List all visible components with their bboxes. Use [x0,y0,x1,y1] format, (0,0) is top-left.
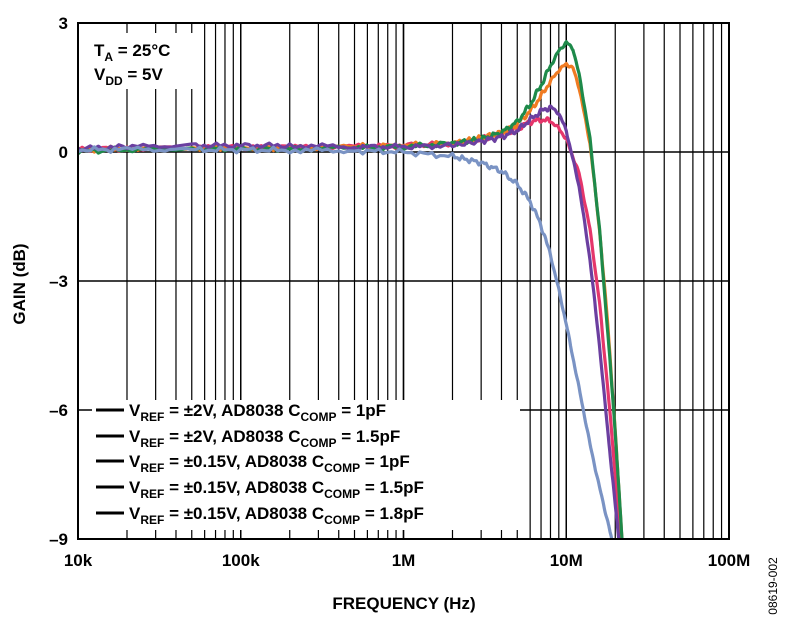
y-tick-label: 3 [59,14,68,33]
legend-text: = ±2V, AD8038 C [164,427,300,446]
legend-label: VREF = ±2V, AD8038 CCOMP = 1pF [129,401,386,424]
legend-label: VREF = ±0.15V, AD8038 CCOMP = 1pF [129,452,410,475]
x-tick-label: 100M [708,551,751,570]
legend-text: = 1.5pF [360,478,424,497]
legend-text: = ±0.15V, AD8038 C [164,478,324,497]
x-tick-label: 10k [64,551,93,570]
legend-subscript: REF [140,513,164,527]
legend-text: = 1pF [336,401,386,420]
y-tick-label: 0 [59,143,68,162]
annotation-temperature: TA = 25°C [94,41,170,64]
annotation-box [84,33,196,89]
legend-label: VREF = ±0.15V, AD8038 CCOMP = 1.8pF [129,504,424,527]
legend-text: V [129,504,141,523]
legend-subscript: REF [140,461,164,475]
series-lines [76,40,624,540]
annotation-supply: VDD = 5V [94,65,164,88]
annotation-t-sub: A [104,50,113,64]
legend-subscript: COMP [324,513,360,527]
x-tick-label: 1M [392,551,416,570]
annotation-v-sub: DD [105,74,123,88]
series-line-4 [77,104,621,540]
legend-text: = ±0.15V, AD8038 C [164,504,324,523]
plot-frame [77,22,730,540]
legend-background [92,400,520,530]
legend-text: = 1pF [360,452,410,471]
legend-text: V [129,401,141,420]
legend-text: = 1.5pF [336,427,400,446]
y-tick-label: –3 [49,272,68,291]
legend-subscript: COMP [300,436,336,450]
y-tick-label: –6 [49,401,68,420]
tick-labels: 10k 100k 1M 10M 100M 3 0 –3 –6 –9 [49,14,750,570]
annotation-t-value: = 25°C [113,41,170,60]
legend-subscript: REF [140,487,164,501]
legend-text: = ±0.15V, AD8038 C [164,452,324,471]
x-axis-label: FREQUENCY (Hz) [332,594,475,613]
legend-text: = 1.8pF [360,504,424,523]
figure-id: 08619-002 [766,557,780,615]
legend-text: V [129,478,141,497]
legend-text: V [129,452,141,471]
x-tick-label: 100k [222,551,260,570]
legend-subscript: COMP [324,461,360,475]
legend-subscript: COMP [324,487,360,501]
y-tick-label: –9 [49,530,68,549]
annotation-v: V [94,65,106,84]
legend-subscript: REF [140,436,164,450]
legend-subscript: COMP [300,410,336,424]
legend-subscript: REF [140,410,164,424]
x-tick-label: 10M [550,551,583,570]
legend-text: V [129,427,141,446]
y-axis-label: GAIN (dB) [10,243,29,324]
series-line-5 [77,145,614,540]
legend-text: = ±2V, AD8038 C [164,401,300,420]
annotation-v-value: = 5V [123,65,164,84]
legend-label: VREF = ±2V, AD8038 CCOMP = 1.5pF [129,427,400,450]
legend-label: VREF = ±0.15V, AD8038 CCOMP = 1.5pF [129,478,424,501]
annotation-t: T [94,41,105,60]
